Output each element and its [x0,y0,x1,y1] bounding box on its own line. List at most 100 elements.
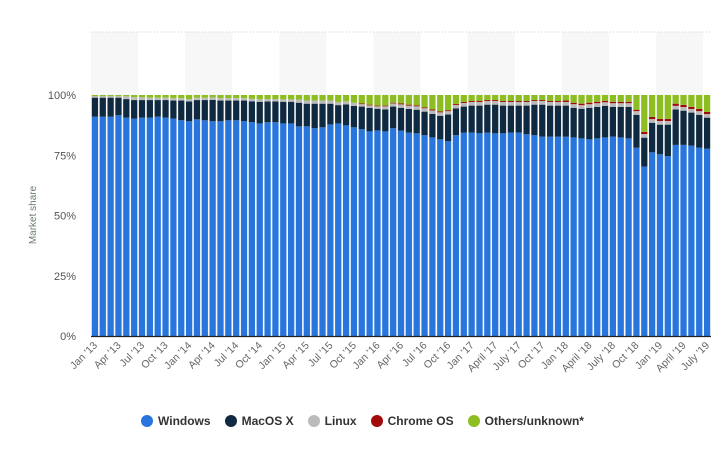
bar-segment-macos-x[interactable] [366,107,373,132]
legend-item-windows[interactable]: Windows [141,414,211,428]
bar-segment-linux[interactable] [295,99,303,103]
bar-segment-macos-x[interactable] [272,101,279,123]
bar-segment-linux[interactable] [272,99,279,102]
bar-segment-macos-x[interactable] [178,100,185,121]
bar-segment-chrome-os[interactable] [358,103,365,105]
bar-segment-chrome-os[interactable] [460,101,467,103]
bar-segment-linux[interactable] [335,101,342,106]
bar-segment-others-unknown-[interactable] [484,95,491,101]
bar-segment-macos-x[interactable] [437,115,444,140]
bar-segment-others-unknown-[interactable] [311,95,318,101]
bar-segment-windows[interactable] [405,132,412,336]
bar-segment-others-unknown-[interactable] [201,95,208,98]
bar-segment-macos-x[interactable] [123,99,130,118]
bar-segment-others-unknown-[interactable] [641,95,648,132]
bar-segment-macos-x[interactable] [233,100,240,121]
bar-segment-chrome-os[interactable] [437,111,444,113]
bar-segment-windows[interactable] [162,117,169,337]
bar-segment-linux[interactable] [382,106,389,110]
bar-segment-macos-x[interactable] [413,109,420,134]
bar-segment-macos-x[interactable] [468,105,475,133]
bar-segment-chrome-os[interactable] [429,109,436,111]
bar-segment-macos-x[interactable] [507,105,514,133]
bar-segment-windows[interactable] [115,115,122,337]
bar-segment-macos-x[interactable] [688,112,695,146]
bar-segment-others-unknown-[interactable] [507,95,514,102]
bar-segment-chrome-os[interactable] [405,104,412,106]
bar-segment-linux[interactable] [413,106,420,110]
bar-segment-windows[interactable] [342,125,350,337]
bar-segment-chrome-os[interactable] [633,109,640,112]
bar-segment-macos-x[interactable] [382,109,389,132]
bar-segment-others-unknown-[interactable] [319,95,326,101]
bar-segment-windows[interactable] [649,152,656,336]
bar-segment-others-unknown-[interactable] [680,95,687,105]
bar-segment-linux[interactable] [99,96,106,98]
bar-segment-macos-x[interactable] [633,114,640,148]
bar-segment-others-unknown-[interactable] [185,95,193,100]
bar-segment-others-unknown-[interactable] [429,95,436,110]
bar-segment-linux[interactable] [397,104,405,108]
bar-segment-macos-x[interactable] [248,101,256,123]
bar-segment-macos-x[interactable] [327,103,334,125]
bar-segment-macos-x[interactable] [546,105,554,137]
legend-item-chrome-os[interactable]: Chrome OS [370,414,454,428]
bar-segment-others-unknown-[interactable] [138,95,146,98]
bar-segment-others-unknown-[interactable] [99,95,106,97]
bar-segment-macos-x[interactable] [594,106,601,139]
bar-segment-others-unknown-[interactable] [280,95,287,100]
bar-segment-macos-x[interactable] [390,106,397,129]
bar-segment-chrome-os[interactable] [594,101,601,104]
bar-segment-linux[interactable] [492,101,499,105]
bar-segment-chrome-os[interactable] [664,118,671,122]
bar-segment-linux[interactable] [429,110,436,114]
bar-segment-linux[interactable] [546,101,554,106]
bar-segment-linux[interactable] [562,101,569,106]
bar-segment-macos-x[interactable] [99,97,106,117]
bar-segment-windows[interactable] [280,123,287,336]
bar-segment-others-unknown-[interactable] [586,95,593,103]
bar-segment-linux[interactable] [233,98,240,101]
bar-segment-linux[interactable] [696,111,703,115]
bar-segment-linux[interactable] [350,102,358,106]
bar-segment-others-unknown-[interactable] [382,95,389,106]
bar-segment-macos-x[interactable] [280,101,287,124]
bar-segment-windows[interactable] [554,136,562,336]
bar-segment-windows[interactable] [319,127,326,336]
bar-segment-others-unknown-[interactable] [546,95,554,102]
bar-segment-chrome-os[interactable] [468,101,475,102]
bar-segment-chrome-os[interactable] [492,100,499,102]
bar-segment-windows[interactable] [272,122,279,336]
bar-segment-linux[interactable] [256,99,263,102]
bar-segment-linux[interactable] [641,134,648,138]
bar-segment-windows[interactable] [578,138,585,336]
bar-segment-windows[interactable] [413,133,420,336]
bar-segment-linux[interactable] [444,111,452,115]
bar-segment-linux[interactable] [288,99,295,102]
bar-segment-chrome-os[interactable] [515,101,522,102]
bar-segment-linux[interactable] [531,101,538,105]
bar-segment-windows[interactable] [217,121,224,337]
bar-segment-others-unknown-[interactable] [625,95,632,102]
bar-segment-others-unknown-[interactable] [217,95,224,99]
bar-segment-windows[interactable] [672,144,679,336]
bar-segment-macos-x[interactable] [131,100,138,119]
bar-segment-chrome-os[interactable] [696,108,703,112]
bar-segment-windows[interactable] [617,137,624,336]
bar-segment-chrome-os[interactable] [539,100,546,102]
bar-segment-macos-x[interactable] [664,124,671,157]
bar-segment-linux[interactable] [303,100,310,104]
bar-segment-windows[interactable] [358,129,365,336]
bar-segment-windows[interactable] [288,123,295,336]
bar-segment-macos-x[interactable] [703,117,711,149]
bar-segment-macos-x[interactable] [680,110,687,145]
bar-segment-chrome-os[interactable] [570,102,577,105]
bar-segment-chrome-os[interactable] [578,103,585,106]
bar-segment-others-unknown-[interactable] [209,95,216,98]
bar-segment-windows[interactable] [311,128,318,336]
bar-segment-others-unknown-[interactable] [633,95,640,110]
bar-segment-chrome-os[interactable] [374,105,381,107]
bar-segment-others-unknown-[interactable] [649,95,656,117]
bar-segment-others-unknown-[interactable] [115,95,122,97]
bar-segment-others-unknown-[interactable] [664,95,671,119]
